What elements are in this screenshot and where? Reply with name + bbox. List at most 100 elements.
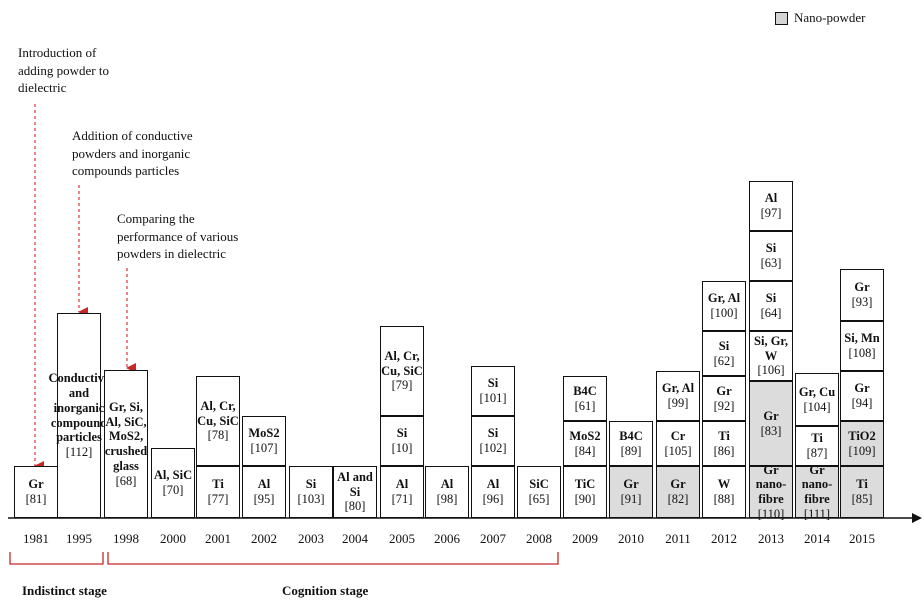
year-label-2006: 2006	[434, 531, 460, 546]
powder-name: Si	[305, 477, 317, 492]
powder-cell-2005-1: Si [10]	[380, 416, 424, 466]
powder-name: Al	[395, 477, 409, 492]
powder-cell-2013-4: Si [63]	[749, 231, 793, 281]
powder-name: Gr	[854, 381, 870, 396]
powder-name: Cr	[670, 428, 686, 443]
reference-number: [106]	[757, 363, 785, 378]
powder-name: Gr nano-fibre	[755, 462, 787, 507]
reference-number: [86]	[713, 443, 735, 458]
reference-number: [90]	[574, 492, 596, 506]
powder-cell-2009-0: TiC [90]	[563, 466, 607, 518]
powder-name: Ti	[212, 477, 224, 492]
powder-cell-2013-3: Si [64]	[749, 281, 793, 331]
reference-number: [102]	[479, 441, 507, 455]
powder-name: Al and Si	[337, 469, 373, 499]
powder-cell-2001-0: Ti [77]	[196, 466, 240, 518]
powder-cell-2005-2: Al, Cr, Cu, SiC [79]	[380, 326, 424, 416]
reference-number: [100]	[710, 306, 738, 320]
reference-number: [110]	[757, 506, 785, 521]
powder-cell-2012-2: Gr [92]	[702, 376, 746, 421]
reference-number: [88]	[713, 492, 735, 506]
powder-cell-2015-1: TiO2 [109]	[840, 421, 884, 466]
powder-name: Al	[440, 477, 454, 492]
powder-name: Gr, Al	[707, 291, 741, 306]
powder-name: Si	[765, 241, 777, 256]
reference-number: [109]	[848, 443, 876, 458]
reference-number: [108]	[848, 346, 876, 360]
powder-name: Al	[486, 477, 500, 492]
year-label-2002: 2002	[251, 531, 277, 546]
powder-cell-2010-1: B4C [89]	[609, 421, 653, 466]
year-label-2000: 2000	[160, 531, 186, 546]
year-label-1995: 1995	[66, 531, 92, 546]
powder-cell-2009-2: B4C [61]	[563, 376, 607, 421]
reference-number: [61]	[574, 398, 596, 413]
year-label-1981: 1981	[23, 531, 49, 546]
reference-number: [89]	[620, 443, 642, 458]
powder-cell-2012-0: W [88]	[702, 466, 746, 518]
legend-label: Nano-powder	[794, 10, 866, 25]
reference-number: [81]	[25, 492, 47, 506]
legend-swatch	[775, 12, 788, 25]
powder-name: Ti	[856, 477, 868, 492]
powder-name: Si	[718, 338, 730, 353]
reference-number: [91]	[620, 492, 642, 506]
powder-cell-2013-5: Al [97]	[749, 181, 793, 231]
powder-cell-2001-1: Al, Cr, Cu, SiC [78]	[196, 376, 240, 466]
reference-number: [79]	[391, 378, 413, 393]
annotation-1981: Introduction of adding powder to dielect…	[18, 45, 109, 96]
powder-name: Conductive and inorganic compound partic…	[48, 371, 110, 445]
reference-number: [112]	[65, 445, 93, 459]
annotation-1995: Addition of conductive powders and inorg…	[72, 128, 193, 179]
powder-name: Al	[764, 191, 778, 206]
reference-number: [62]	[713, 353, 735, 368]
reference-number: [10]	[391, 441, 413, 455]
reference-number: [105]	[664, 443, 692, 458]
powder-cell-2006-0: Al [98]	[425, 466, 469, 518]
reference-number: [87]	[806, 446, 828, 460]
powder-name: Ti	[811, 431, 823, 446]
year-label-2001: 2001	[205, 531, 231, 546]
reference-number: [98]	[436, 492, 458, 506]
powder-cell-2015-0: Ti [85]	[840, 466, 884, 518]
stage-label-0: Indistinct stage	[22, 583, 107, 598]
year-label-2013: 2013	[758, 531, 784, 546]
year-label-2015: 2015	[849, 531, 875, 546]
stage-bracket-0	[9, 552, 104, 565]
powder-name: W	[717, 477, 731, 492]
powder-name: TiC	[574, 477, 596, 492]
powder-name: SiC	[529, 477, 549, 492]
powder-cell-2011-2: Gr, Al [99]	[656, 371, 700, 421]
powder-name: Gr, Si, Al, SiC, MoS2, crushed glass	[104, 399, 148, 473]
reference-number: [71]	[391, 492, 413, 506]
powder-cell-2010-0: Gr [91]	[609, 466, 653, 518]
reference-number: [97]	[760, 206, 782, 220]
powder-name: Gr, Al	[661, 381, 695, 396]
reference-number: [85]	[851, 492, 873, 506]
powder-cell-2002-0: Al [95]	[242, 466, 286, 518]
powder-name: Gr nano-fibre	[801, 462, 833, 507]
stage-bracket-1	[107, 552, 559, 565]
reference-number: [95]	[253, 492, 275, 506]
reference-number: [68]	[115, 473, 137, 488]
year-label-2003: 2003	[298, 531, 324, 546]
powder-cell-2014-1: Ti [87]	[795, 426, 839, 466]
powder-name: Gr, Cu	[798, 384, 836, 399]
powder-name: TiO2	[848, 428, 876, 443]
powder-name: MoS2	[248, 426, 280, 441]
powder-cell-2007-0: Al [96]	[471, 466, 515, 518]
reference-number: [96]	[482, 492, 504, 506]
powder-name: B4C	[573, 383, 597, 398]
reference-number: [104]	[803, 399, 831, 414]
reference-number: [63]	[760, 256, 782, 270]
powder-cell-2013-1: Gr [83]	[749, 381, 793, 466]
powder-cell-2008-0: SiC [65]	[517, 466, 561, 518]
powder-name: Si, Gr, W	[754, 333, 788, 363]
year-label-2007: 2007	[480, 531, 506, 546]
reference-number: [103]	[297, 492, 325, 506]
reference-number: [84]	[574, 443, 596, 458]
powder-cell-2015-4: Gr [93]	[840, 269, 884, 321]
powder-cell-2013-0: Gr nano-fibre [110]	[749, 462, 793, 521]
year-label-2014: 2014	[804, 531, 830, 546]
